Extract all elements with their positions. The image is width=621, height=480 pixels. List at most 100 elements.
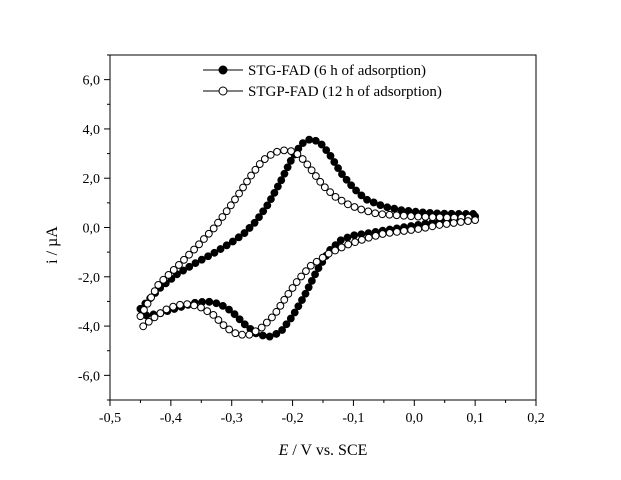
y-tick-label: 4,0 [83, 123, 101, 138]
data-point [428, 222, 437, 231]
data-point [350, 231, 359, 240]
data-point [282, 320, 291, 329]
data-point [272, 329, 281, 338]
data-point [337, 196, 346, 205]
data-point [317, 140, 326, 149]
x-tick-label: -0,3 [221, 411, 243, 426]
data-point [312, 172, 320, 180]
data-point [385, 228, 394, 237]
data-point [235, 315, 244, 324]
data-point [316, 177, 325, 186]
data-point [435, 213, 444, 222]
data-point [343, 200, 352, 209]
data-point [225, 325, 234, 334]
data-point [265, 332, 274, 341]
legend-marker-stgp-fad [218, 86, 228, 96]
data-point [214, 218, 222, 227]
data-point [407, 212, 415, 221]
legend: STG-FAD (6 h of adsorption) STGP-FAD (12… [203, 63, 442, 100]
data-point [371, 209, 380, 218]
data-point [263, 201, 272, 210]
data-point [371, 231, 380, 240]
data-point [385, 210, 394, 219]
data-point [185, 262, 194, 271]
data-point [318, 253, 327, 262]
data-point [262, 318, 271, 327]
data-point [435, 221, 444, 229]
data-point [139, 322, 148, 331]
data-point [147, 293, 156, 302]
data-point [284, 289, 293, 298]
data-point [364, 233, 373, 242]
data-point [303, 160, 312, 169]
data-point [234, 233, 243, 242]
data-point [350, 203, 359, 211]
data-point [150, 313, 159, 322]
data-point [251, 327, 260, 336]
data-point [442, 220, 451, 228]
data-point [331, 246, 340, 255]
data-point [231, 195, 239, 204]
data-point [212, 299, 221, 308]
data-point [298, 296, 306, 304]
data-point [278, 326, 287, 334]
data-point [330, 158, 339, 166]
data-point [169, 266, 178, 274]
data-point [304, 283, 313, 292]
data-point [239, 183, 247, 192]
x-tick-label: -0,1 [342, 411, 364, 426]
data-point [376, 201, 385, 210]
data-point [414, 225, 423, 233]
data-point [140, 306, 148, 314]
data-point [276, 301, 285, 310]
data-point [347, 181, 356, 190]
y-tick-label: -2,0 [78, 271, 100, 286]
data-point [200, 235, 208, 243]
data-point [258, 331, 267, 340]
y-tick-label: -4,0 [78, 320, 100, 335]
data-point [293, 150, 302, 158]
data-point [421, 212, 430, 221]
data-point [390, 204, 399, 213]
data-point [266, 151, 275, 159]
data-point [240, 229, 249, 237]
data-point [225, 305, 233, 314]
x-axis-label: E / V vs. SCE [278, 442, 368, 459]
data-point [338, 170, 346, 179]
data-point [464, 217, 472, 225]
data-point [357, 205, 366, 214]
data-point [302, 267, 310, 276]
data-point [334, 164, 342, 173]
data-point [306, 261, 315, 270]
data-point [230, 310, 239, 319]
data-point [378, 210, 387, 219]
data-point [195, 240, 203, 249]
legend-marker-stg-fad [218, 65, 228, 75]
data-point [298, 139, 307, 148]
data-point [272, 307, 281, 316]
data-point [209, 311, 218, 319]
data-point [342, 175, 351, 184]
data-point [197, 255, 206, 264]
data-point [250, 218, 259, 227]
data-point [369, 198, 378, 207]
data-point [421, 223, 430, 232]
data-point [245, 224, 254, 232]
data-point [176, 300, 184, 309]
data-point [428, 213, 437, 222]
x-tick-label: 0,2 [527, 411, 545, 426]
data-point [343, 233, 352, 242]
data-point [247, 171, 255, 180]
data-point [214, 316, 223, 324]
plot-frame [109, 54, 537, 401]
series-stgp-fad [136, 146, 480, 339]
data-point [203, 307, 212, 316]
y-axis-label: i / µA [44, 226, 61, 264]
data-point [471, 216, 480, 225]
data-point [175, 261, 183, 269]
data-point [331, 193, 340, 201]
data-point [312, 257, 321, 266]
data-point [383, 203, 392, 212]
data-point [169, 302, 178, 311]
